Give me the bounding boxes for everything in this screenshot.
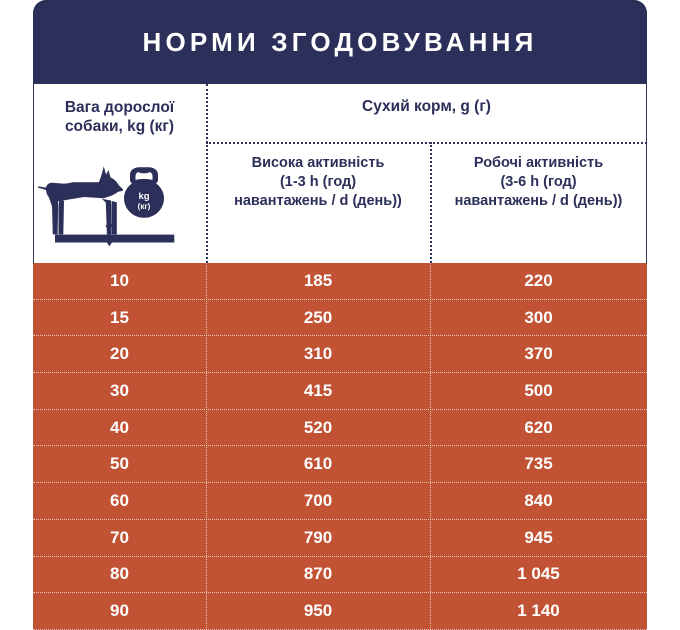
svg-text:(кг): (кг) [138,202,151,211]
svg-text:kg: kg [138,191,149,202]
